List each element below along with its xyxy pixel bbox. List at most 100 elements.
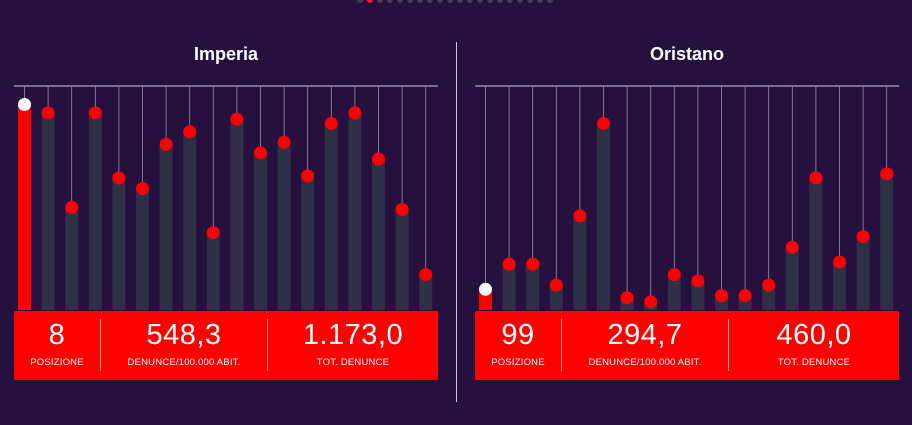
- bar-marker: [856, 230, 870, 244]
- bar: [762, 285, 776, 310]
- bar: [526, 264, 540, 310]
- bar-marker: [136, 182, 149, 195]
- bar: [502, 264, 516, 310]
- bar: [18, 104, 31, 310]
- pagination-dot[interactable]: [487, 0, 493, 3]
- bar-marker: [597, 116, 610, 130]
- bar-marker: [691, 274, 705, 288]
- pagination-dot[interactable]: [517, 0, 523, 3]
- bar-marker: [159, 137, 173, 151]
- pagination-dot[interactable]: [507, 0, 513, 3]
- bar-marker: [785, 240, 799, 254]
- stat-label: DENUNCE/100.000 ABIT.: [588, 357, 702, 368]
- bar-marker: [324, 116, 338, 130]
- bar-marker: [667, 268, 681, 282]
- pagination-dot[interactable]: [387, 0, 393, 3]
- pagination-dot[interactable]: [477, 0, 483, 3]
- stat-value: 460,0: [776, 319, 852, 351]
- stat-value: 1.173,0: [302, 319, 404, 351]
- bar: [183, 131, 197, 310]
- pagination-dot[interactable]: [437, 0, 443, 3]
- stat-divider: [267, 319, 268, 371]
- bar-marker: [419, 268, 433, 282]
- stat-denunce-rate: 548,3 DENUNCE/100.000 ABIT.: [101, 311, 267, 380]
- bar: [372, 159, 385, 310]
- bar: [88, 112, 102, 311]
- bar-marker: [644, 295, 658, 309]
- panel-divider: [456, 42, 457, 402]
- panel-title: Oristano: [649, 44, 724, 64]
- pagination-dot[interactable]: [417, 0, 423, 3]
- bar: [301, 175, 315, 310]
- bar-marker: [348, 106, 362, 120]
- stats-bar: 99 POSIZIONE 294,7 DENUNCE/100.000 ABIT.…: [475, 311, 899, 380]
- stat-label: TOT. DENUNCE: [777, 357, 851, 368]
- pagination-dot[interactable]: [397, 0, 403, 3]
- bar: [597, 123, 610, 311]
- bar: [833, 262, 846, 310]
- bar-marker: [479, 282, 492, 296]
- pagination-dot[interactable]: [407, 0, 413, 3]
- bar-marker: [620, 291, 634, 305]
- bar: [419, 274, 433, 310]
- bar-chart: [475, 85, 899, 311]
- stat-posizione: 99 POSIZIONE: [475, 311, 561, 380]
- stat-label: POSIZIONE: [491, 357, 545, 368]
- stat-label: TOT. DENUNCE: [316, 357, 390, 368]
- pagination-dot[interactable]: [537, 0, 543, 3]
- pagination-dot[interactable]: [497, 0, 503, 3]
- pagination-dot[interactable]: [547, 0, 553, 3]
- bar-marker: [112, 171, 126, 185]
- pagination-dots[interactable]: [357, 0, 553, 3]
- stat-label: POSIZIONE: [30, 357, 84, 368]
- bar: [159, 144, 173, 310]
- stat-tot-denunce: 460,0 TOT. DENUNCE: [729, 311, 899, 380]
- bar: [549, 285, 563, 310]
- bar-marker: [206, 226, 220, 240]
- stat-value: 548,3: [146, 319, 222, 351]
- bar: [324, 123, 338, 311]
- bar: [573, 215, 587, 310]
- bar: [667, 274, 681, 310]
- panel-title: Imperia: [193, 44, 259, 64]
- bar: [277, 142, 291, 310]
- stat-tot-denunce: 1.173,0 TOT. DENUNCE: [268, 311, 438, 380]
- bar: [856, 236, 870, 310]
- bar: [254, 152, 267, 310]
- bar-marker: [738, 289, 752, 303]
- bar-marker: [502, 257, 516, 271]
- bar: [136, 188, 149, 310]
- bar: [65, 207, 79, 310]
- bar-marker: [277, 135, 291, 149]
- bar-marker: [809, 171, 823, 185]
- stat-denunce-rate: 294,7 DENUNCE/100.000 ABIT.: [562, 311, 728, 380]
- bar-marker: [526, 257, 540, 271]
- pagination-dot[interactable]: [427, 0, 433, 3]
- pagination-dot[interactable]: [357, 0, 363, 3]
- bar-marker: [254, 146, 267, 160]
- bar-marker: [762, 278, 776, 292]
- panel-oristano: Oristano 99 POSIZIONE 294,7 DENUNCE/100.…: [475, 0, 899, 425]
- bar-marker: [18, 98, 31, 111]
- pagination-dot[interactable]: [447, 0, 453, 3]
- bar-marker: [65, 200, 79, 214]
- stats-bar: 8 POSIZIONE 548,3 DENUNCE/100.000 ABIT. …: [14, 311, 438, 380]
- bar-marker: [88, 106, 102, 120]
- bar: [809, 178, 823, 310]
- stat-posizione: 8 POSIZIONE: [14, 311, 100, 380]
- bar-marker: [372, 152, 385, 166]
- pagination-dot[interactable]: [467, 0, 473, 3]
- pagination-dot[interactable]: [457, 0, 463, 3]
- bar: [785, 247, 799, 310]
- bar-marker: [230, 112, 244, 126]
- bar-marker: [395, 203, 409, 216]
- pagination-dot[interactable]: [377, 0, 383, 3]
- pagination-dot[interactable]: [367, 0, 373, 3]
- bar: [691, 280, 705, 310]
- bar: [395, 209, 409, 310]
- stat-value: 99: [501, 319, 535, 351]
- pagination-dot[interactable]: [527, 0, 533, 3]
- bar: [880, 173, 894, 310]
- stat-divider: [728, 319, 729, 371]
- bar-marker: [880, 167, 894, 181]
